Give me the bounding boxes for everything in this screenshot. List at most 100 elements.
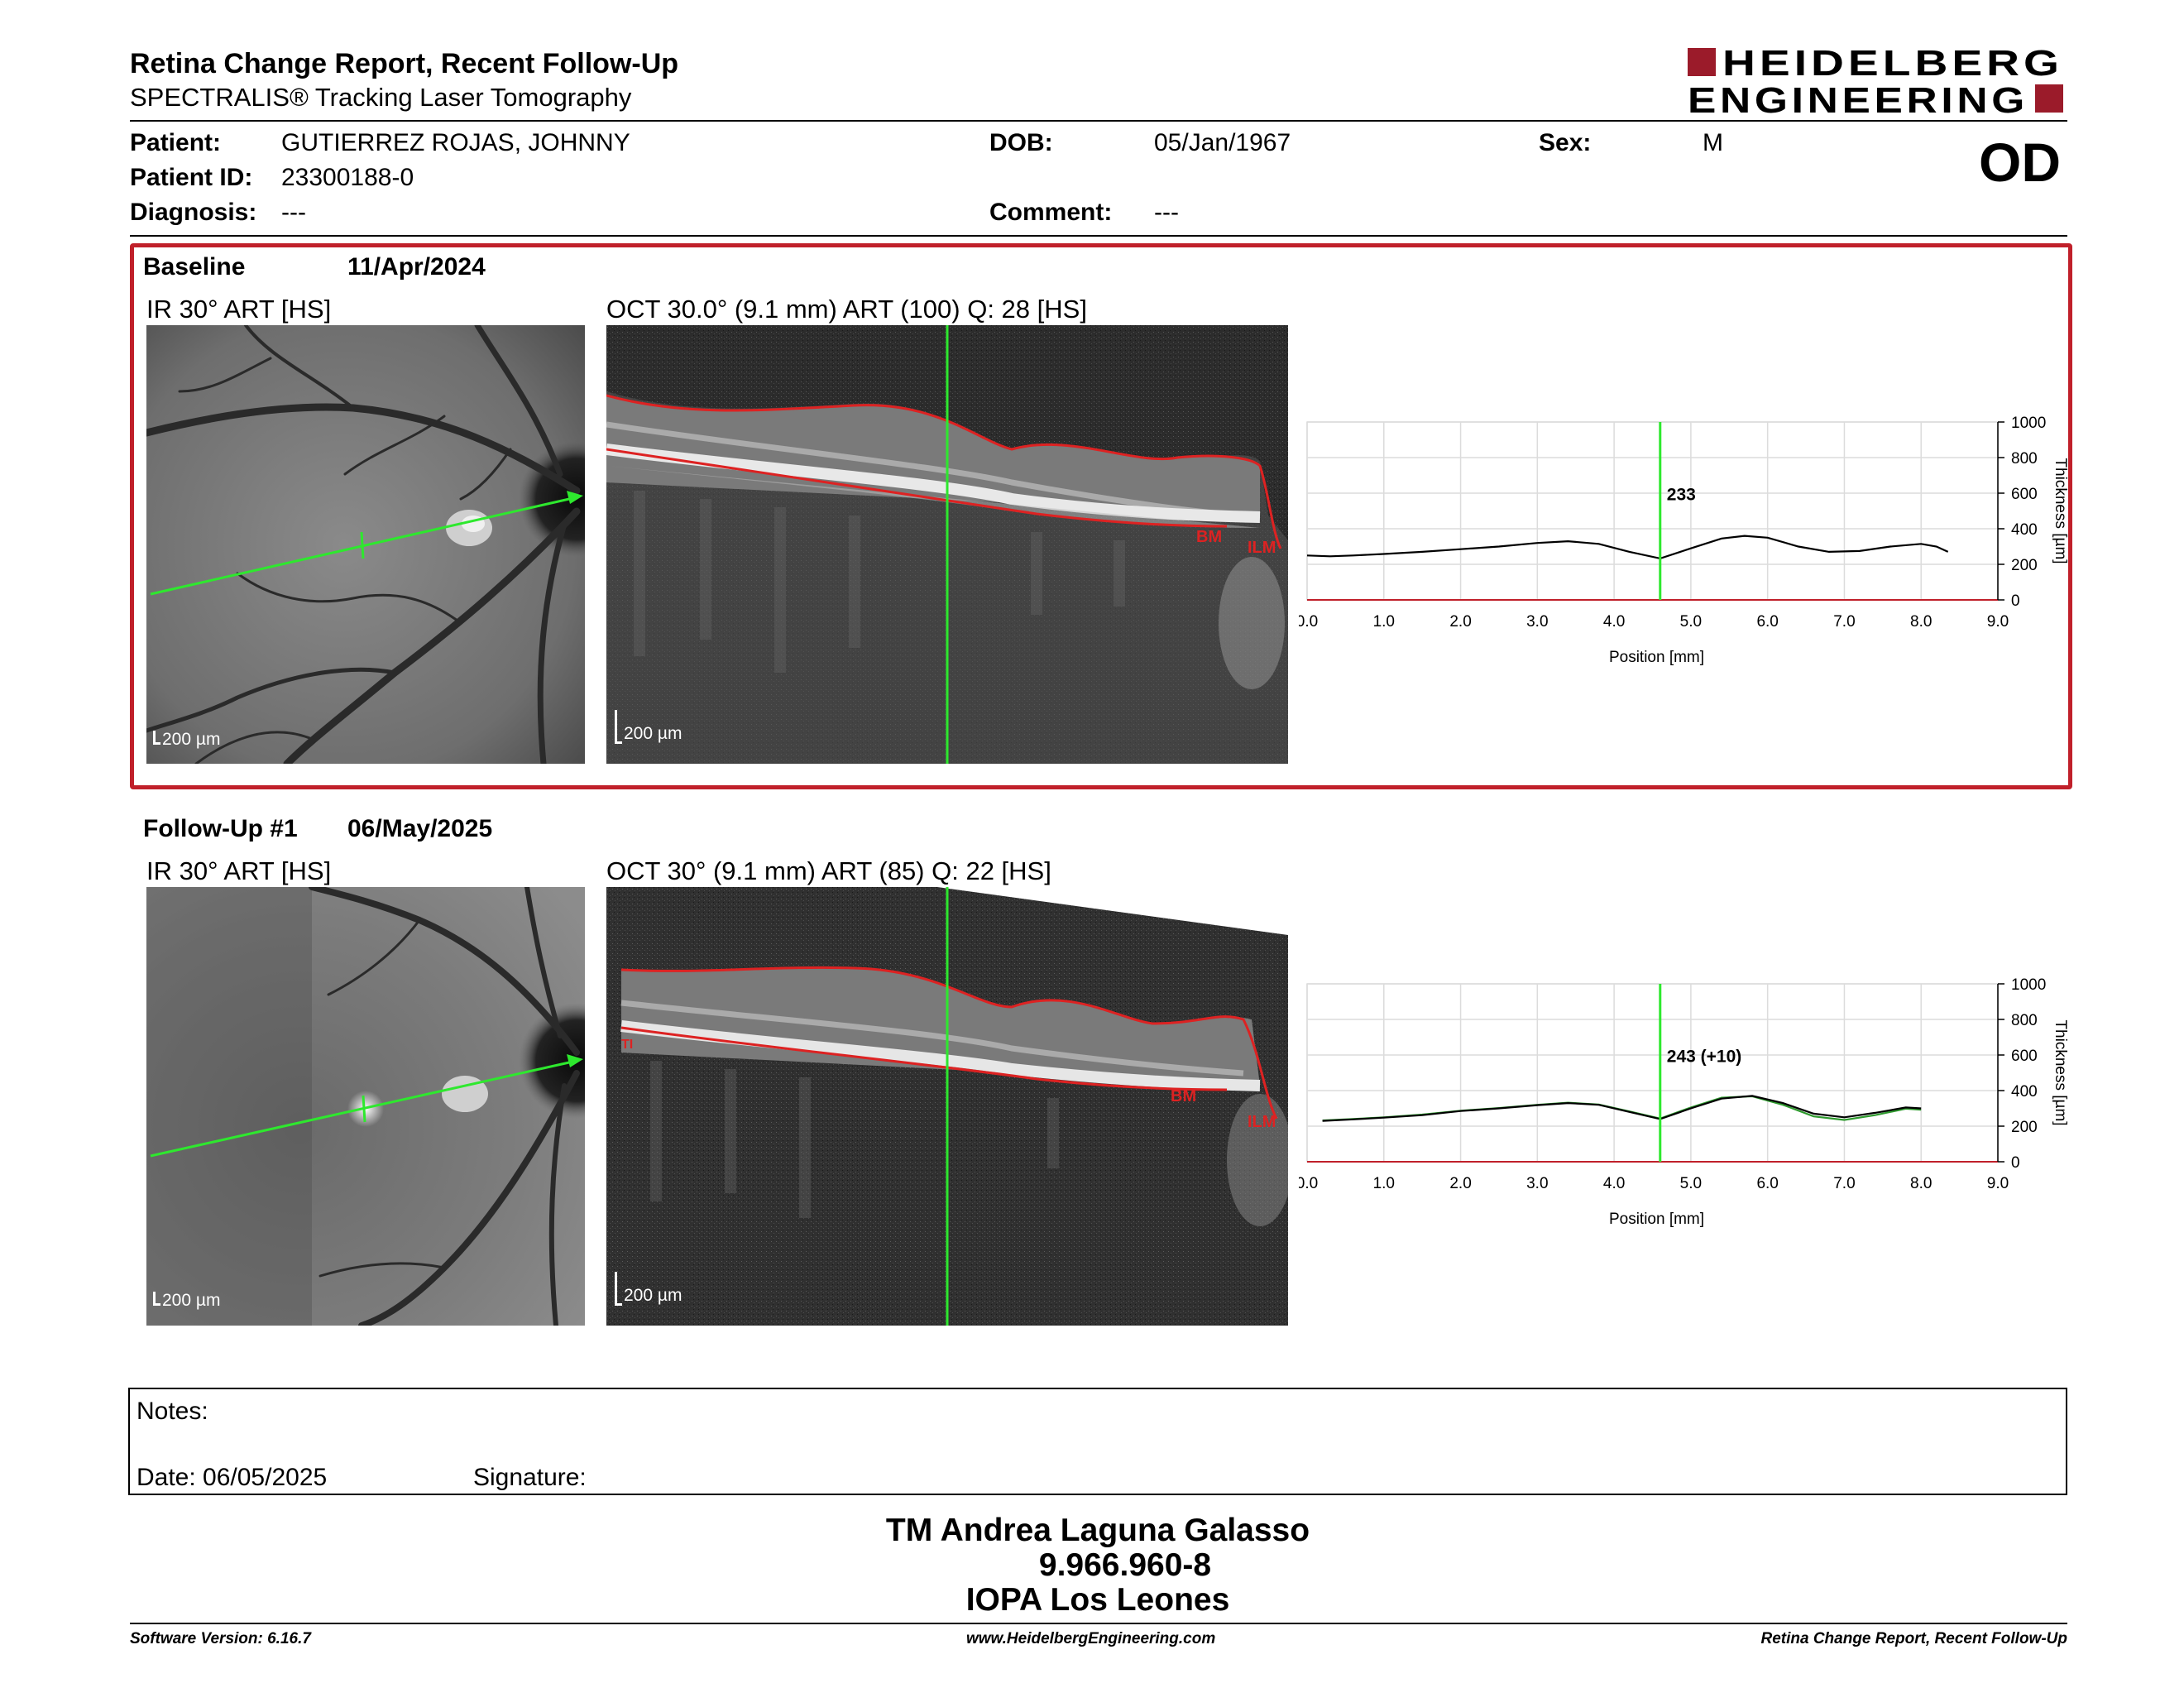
x-axis-label: Position [mm] xyxy=(1609,1211,1704,1228)
oct-label-followup: OCT 30° (9.1 mm) ART (85) Q: 22 [HS] xyxy=(606,856,1051,885)
diagnosis-label: Diagnosis: xyxy=(130,199,257,226)
x-tick-label: 4.0 xyxy=(1603,613,1625,631)
signatory-org: IOPA Los Leones xyxy=(965,1582,1230,1618)
series-line-1 xyxy=(1322,1095,1922,1122)
software-version: Software Version: 6.16.7 xyxy=(130,1630,311,1647)
y-tick-label: 0 xyxy=(2011,592,2020,610)
dob-value: 05/Jan/1967 xyxy=(1154,129,1291,156)
exam-label-followup: Follow-Up #1 xyxy=(143,815,298,842)
x-axis-label: Position [mm] xyxy=(1609,649,1704,666)
website-link[interactable]: www.HeidelbergEngineering.com xyxy=(966,1630,1216,1647)
x-tick-label: 9.0 xyxy=(1987,1175,2009,1192)
signatory-id: 9.966.960-8 xyxy=(1038,1547,1212,1583)
logo-text-heidelberg: HEIDELBERG xyxy=(1722,46,2063,84)
x-tick-label: 6.0 xyxy=(1756,1175,1778,1192)
oct-bscan-followup: TI BM ILM xyxy=(606,887,1288,1326)
heidelberg-logo: HEIDELBERG ENGINEERING xyxy=(1688,43,2068,121)
exam-date-baseline: 11/Apr/2024 xyxy=(347,253,486,281)
layer-label-ilm-followup: ILM xyxy=(1248,1113,1276,1131)
ir-scale-followup: 200 µm xyxy=(153,1291,220,1311)
x-tick-label: 0.0 xyxy=(1299,1175,1318,1192)
signature-label: Signature: xyxy=(473,1464,587,1491)
cursor-value-label: 243 (+10) xyxy=(1667,1048,1741,1067)
notes-box[interactable]: Notes: Date: 06/05/2025 Signature: xyxy=(128,1388,2067,1495)
scale-bar-icon xyxy=(153,731,160,745)
diagnosis-value: --- xyxy=(281,199,306,226)
chart-grid xyxy=(1306,983,1999,1163)
y-tick-label: 400 xyxy=(2011,1083,2038,1101)
y-axis-label: Thickness [µm] xyxy=(2052,458,2069,563)
x-tick-label: 4.0 xyxy=(1603,1175,1625,1192)
plot-frame xyxy=(1306,421,1999,601)
ir-label-followup: IR 30° ART [HS] xyxy=(146,856,332,885)
x-tick-label: 2.0 xyxy=(1449,613,1471,631)
y-axis-label: Thickness [µm] xyxy=(2052,1019,2069,1125)
patient-id-label: Patient ID: xyxy=(130,164,253,191)
y-tick-label: 800 xyxy=(2011,450,2038,468)
y-tick-label: 600 xyxy=(2011,1048,2038,1065)
y-tick-label: 0 xyxy=(2011,1154,2020,1172)
ir-scale-baseline: 200 µm xyxy=(153,730,220,750)
notes-date: Date: 06/05/2025 xyxy=(136,1464,328,1491)
y-tick-label: 800 xyxy=(2011,1012,2038,1029)
patient-id: 23300188-0 xyxy=(281,164,414,191)
notes-label: Notes: xyxy=(136,1398,208,1425)
thickness-chart-baseline: 0 200 400 600 800 1000 0.0 1.0 2.0 3.0 4.0 5.0 6.0 7.… xyxy=(1296,410,2076,683)
layer-label-bm-followup: BM xyxy=(1171,1087,1196,1105)
layer-label-ilm-baseline: ILM xyxy=(1248,539,1276,557)
dob-label: DOB: xyxy=(989,129,1053,156)
exam-label-baseline: Baseline xyxy=(143,253,246,281)
y-tick-label: 400 xyxy=(2011,521,2038,539)
oct-bscan-baseline: BM ILM xyxy=(606,325,1288,764)
baseline-frame xyxy=(130,243,2072,789)
layer-mark-left-followup: TI xyxy=(621,1038,633,1052)
ir-fundus-image-baseline xyxy=(146,325,585,764)
footer-report-name: Retina Change Report, Recent Follow-Up xyxy=(1760,1630,2067,1647)
ir-fundus-image-followup xyxy=(146,887,585,1326)
x-tick-label: 9.0 xyxy=(1987,613,2009,631)
oct-label-baseline: OCT 30.0° (9.1 mm) ART (100) Q: 28 [HS] xyxy=(606,295,1087,324)
x-tick-label: 5.0 xyxy=(1680,1175,1702,1192)
logo-text-engineering: ENGINEERING xyxy=(1688,80,2028,116)
x-tick-label: 8.0 xyxy=(1910,1175,1932,1192)
comment-value: --- xyxy=(1154,199,1179,226)
x-tick-label: 1.0 xyxy=(1373,1175,1395,1192)
y-tick-label: 600 xyxy=(2011,486,2038,503)
chart-grid xyxy=(1306,421,1999,601)
layer-label-bm-baseline: BM xyxy=(1196,528,1222,546)
scale-bar-icon xyxy=(615,1272,622,1306)
x-tick-label: 7.0 xyxy=(1833,613,1855,631)
comment-label: Comment: xyxy=(989,199,1113,226)
y-tick-label: 1000 xyxy=(2011,415,2046,432)
eye-indicator: OD xyxy=(1979,132,2061,193)
x-tick-label: 0.0 xyxy=(1299,613,1318,631)
oct-scale-baseline: 200 µm xyxy=(615,710,682,744)
x-tick-label: 6.0 xyxy=(1756,613,1778,631)
x-tick-label: 3.0 xyxy=(1526,613,1548,631)
exam-date-followup: 06/May/2025 xyxy=(347,815,493,842)
series-line-0 xyxy=(1306,535,1949,560)
x-tick-label: 3.0 xyxy=(1526,1175,1548,1192)
cursor-value-label: 233 xyxy=(1667,486,1696,505)
sex-label: Sex: xyxy=(1539,129,1592,156)
x-tick-label: 2.0 xyxy=(1449,1175,1471,1192)
patient-name: GUTIERREZ ROJAS, JOHNNY xyxy=(281,129,630,156)
x-tick-label: 5.0 xyxy=(1680,613,1702,631)
oct-scale-followup: 200 µm xyxy=(615,1272,682,1306)
x-tick-label: 1.0 xyxy=(1373,613,1395,631)
report-subtitle: SPECTRALIS® Tracking Laser Tomography xyxy=(130,83,632,112)
thickness-chart-followup: 0 200 400 600 800 1000 0.0 1.0 2.0 3.0 4.0 5.0 6.0 7.… xyxy=(1296,971,2076,1244)
x-tick-label: 7.0 xyxy=(1833,1175,1855,1192)
plot-frame xyxy=(1306,983,1999,1163)
sex-value: M xyxy=(1703,129,1723,156)
x-tick-label: 8.0 xyxy=(1910,613,1932,631)
scale-bar-icon xyxy=(153,1292,160,1306)
y-tick-label: 200 xyxy=(2011,557,2038,574)
report-title: Retina Change Report, Recent Follow-Up xyxy=(130,48,679,79)
patient-label: Patient: xyxy=(130,129,222,156)
y-tick-label: 200 xyxy=(2011,1119,2038,1136)
signatory-name: TM Andrea Laguna Galasso xyxy=(885,1513,1310,1548)
series-line-0 xyxy=(1322,1095,1922,1122)
scale-bar-icon xyxy=(615,710,622,744)
y-tick-label: 1000 xyxy=(2011,976,2046,994)
